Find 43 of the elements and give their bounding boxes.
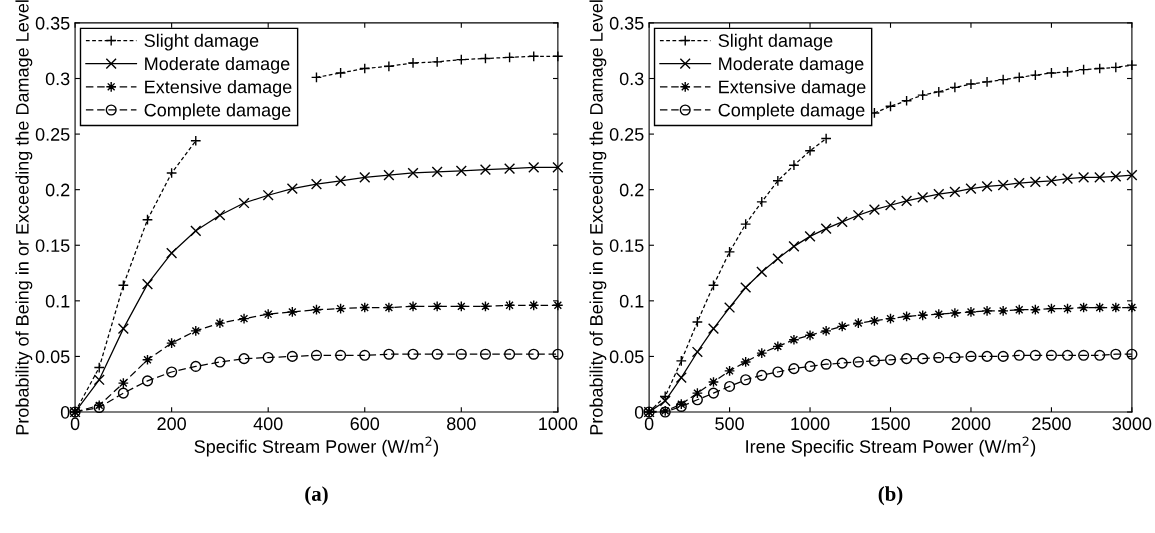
x-tick-label: 2500 — [1032, 417, 1071, 431]
text: (b) — [878, 486, 903, 506]
x-tick-label: 200 — [157, 417, 186, 431]
x-tick-label: 400 — [253, 417, 283, 431]
y-tick-label: 0.05 — [609, 350, 644, 364]
text: (a) — [305, 486, 328, 506]
y-tick-label: 0.1 — [619, 294, 644, 308]
legend-label: Moderate damage — [719, 56, 864, 74]
x-tick-label: 800 — [447, 417, 476, 431]
x-tick-label: 0 — [70, 417, 80, 431]
y-tick-label: 0.25 — [35, 128, 70, 141]
y-tick-label: 0.25 — [609, 128, 644, 141]
x-axis-title: Specific Stream Power (W/m$^{2}$) — [194, 436, 439, 457]
legend-label: Complete damage — [718, 103, 865, 121]
x-tick-label: 3000 — [1112, 417, 1152, 431]
legend-label: Complete damage — [144, 103, 291, 121]
legend-label: Extensive damage — [719, 80, 866, 97]
y-axis-title: Probability of Being in or Exceeding the Damage Level — [15, 0, 33, 435]
y-tick-label: 0.3 — [45, 72, 70, 86]
y-tick-label: 0.35 — [609, 16, 644, 30]
x-tick-label: 2000 — [951, 417, 991, 431]
y-tick-label: 0.1 — [45, 294, 70, 308]
y-tick-label: 0.2 — [619, 183, 644, 197]
y-tick-label: 0 — [634, 405, 644, 419]
y-tick-label: 0.35 — [35, 16, 70, 30]
x-tick-label: 1000 — [539, 417, 578, 431]
legend-label: Extensive damage — [145, 80, 292, 97]
y-tick-label: 0.15 — [609, 239, 644, 252]
y-tick-label: 0.15 — [35, 239, 70, 252]
y-axis-title: Probability of Being in or Exceeding the Damage Level — [589, 0, 607, 435]
x-tick-label: 0 — [644, 417, 654, 431]
x-tick-label: 500 — [715, 417, 744, 431]
legend-label: Slight damage — [144, 33, 259, 51]
x-tick-label: 1500 — [871, 417, 910, 431]
x-tick-label: 600 — [350, 417, 380, 431]
legend-label: Slight damage — [718, 33, 833, 51]
y-tick-label: 0 — [60, 405, 70, 419]
y-tick-label: 0.3 — [619, 72, 644, 86]
legend-label: Moderate damage — [145, 56, 290, 74]
y-tick-label: 0.05 — [35, 350, 70, 364]
y-tick-label: 0.2 — [45, 183, 70, 197]
x-tick-label: 1000 — [791, 417, 830, 431]
x-axis-title: Irene Specific Stream Power (W/m$^{2}$) — [746, 436, 1036, 457]
